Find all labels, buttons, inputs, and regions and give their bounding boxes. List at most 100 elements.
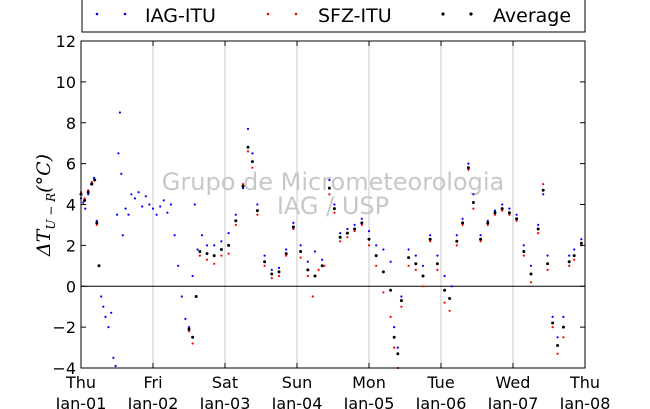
point-sfz-itu [537, 232, 540, 235]
point-average [241, 184, 245, 188]
point-iag-itu [148, 203, 151, 206]
point-sfz-itu [311, 295, 314, 298]
point-sfz-itu [299, 256, 302, 259]
point-iag-itu [429, 234, 432, 237]
point-sfz-itu [246, 150, 250, 153]
point-sfz-itu [333, 211, 336, 214]
legend-frame [81, 0, 586, 33]
y-tick-label: 8 [66, 114, 76, 133]
point-iag-itu [443, 274, 446, 278]
point-average [255, 209, 259, 213]
point-sfz-itu [251, 166, 254, 169]
point-iag-itu [173, 234, 176, 237]
point-average [246, 145, 250, 149]
point-iag-itu [110, 311, 113, 314]
point-sfz-itu [546, 268, 549, 271]
point-iag-itu [213, 244, 216, 247]
point-iag-itu [396, 346, 399, 349]
point-sfz-itu [479, 240, 482, 243]
point-average [448, 297, 452, 300]
point-average [428, 237, 432, 241]
legend-label-average: Average [493, 5, 571, 27]
point-average [83, 198, 87, 202]
point-iag-itu [546, 254, 549, 257]
point-iag-itu [205, 244, 209, 247]
point-average [381, 270, 385, 274]
point-iag-itu [117, 152, 120, 155]
point-sfz-itu [205, 258, 209, 261]
point-iag-itu [479, 234, 482, 237]
legend: IAG-ITU SFZ-ITU Average [81, 0, 586, 33]
legend-marker-iag-itu-2 [123, 12, 127, 16]
point-iag-itu [467, 162, 470, 165]
point-average [507, 211, 511, 215]
point-average [414, 262, 418, 266]
point-average [97, 264, 101, 268]
point-average [338, 235, 342, 239]
point-iag-itu [551, 315, 554, 318]
point-iag-itu [389, 260, 392, 263]
point-iag-itu [522, 244, 525, 247]
point-iag-itu [568, 254, 571, 257]
point-iag-itu [493, 209, 497, 212]
point-iag-itu [580, 238, 583, 241]
point-average [93, 178, 97, 182]
point-sfz-itu [292, 227, 295, 231]
point-average [90, 182, 94, 186]
point-average [191, 335, 195, 339]
series-average [79, 145, 583, 356]
point-sfz-itu [83, 197, 86, 200]
point-sfz-itu [556, 352, 559, 355]
point-iag-itu [270, 268, 273, 271]
point-iag-itu [436, 254, 439, 257]
point-average [515, 217, 519, 221]
point-sfz-itu [493, 213, 497, 216]
point-iag-itu [400, 295, 403, 298]
point-sfz-itu [421, 285, 425, 288]
point-average [443, 288, 447, 292]
point-sfz-itu [227, 252, 230, 255]
point-iag-itu [193, 203, 196, 206]
point-sfz-itu [467, 168, 470, 171]
point-iag-itu [92, 176, 96, 179]
point-average [455, 239, 459, 243]
point-sfz-itu [323, 264, 326, 267]
point-sfz-itu [187, 330, 191, 333]
point-iag-itu [414, 254, 417, 257]
point-sfz-itu [429, 240, 432, 243]
x-tick-label-day: Mon [352, 373, 386, 392]
x-tick-label-day: Sun [282, 373, 312, 392]
point-iag-itu [130, 193, 133, 196]
point-sfz-itu [256, 213, 259, 216]
point-sfz-itu [339, 240, 342, 243]
point-sfz-itu [277, 274, 281, 278]
point-average [466, 166, 470, 170]
point-average [187, 327, 191, 331]
point-iag-itu [421, 264, 425, 267]
point-average [421, 274, 425, 278]
legend-marker-average [441, 12, 445, 16]
point-sfz-itu [573, 258, 576, 261]
point-average [95, 221, 99, 225]
point-iag-itu [313, 250, 317, 253]
point-iag-itu [508, 207, 511, 210]
point-iag-itu [107, 326, 110, 329]
x-tick-label-day: Sat [212, 373, 238, 392]
point-iag-itu [353, 223, 356, 226]
point-iag-itu [515, 213, 518, 216]
point-iag-itu [169, 203, 173, 206]
point-average [227, 243, 231, 247]
point-iag-itu [263, 254, 266, 257]
point-iag-itu [141, 205, 144, 208]
point-average [306, 268, 310, 272]
point-iag-itu [501, 203, 504, 206]
point-iag-itu [234, 213, 237, 216]
point-average [277, 270, 281, 274]
watermark-line-1: Grupo de Micrometeorologia [162, 168, 504, 196]
legend-marker-sfz-itu-2 [294, 12, 298, 16]
point-iag-itu [346, 227, 349, 231]
point-average [493, 211, 497, 215]
y-axis-label: ΔTU − R(°C) [33, 154, 58, 257]
point-average [299, 250, 303, 253]
point-sfz-itu [542, 183, 545, 186]
